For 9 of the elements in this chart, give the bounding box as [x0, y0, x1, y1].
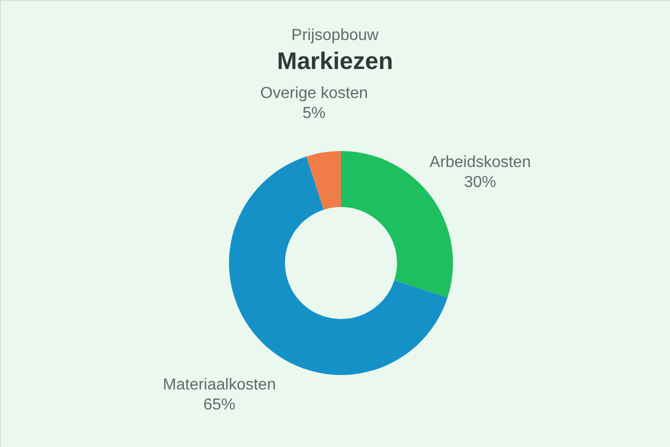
data-label: 5%	[302, 105, 326, 122]
slice-label: Materiaalkosten	[162, 376, 276, 394]
chart-title: Markiezen	[276, 48, 394, 75]
data-label: 30%	[464, 174, 496, 191]
donut-slice	[306, 151, 341, 210]
slice-label: Arbeidskosten	[429, 154, 531, 171]
chart-subtitle: Prijsopbouw	[291, 27, 380, 44]
slice-label: Overige kosten	[260, 85, 368, 102]
data-label: 65%	[203, 396, 236, 414]
